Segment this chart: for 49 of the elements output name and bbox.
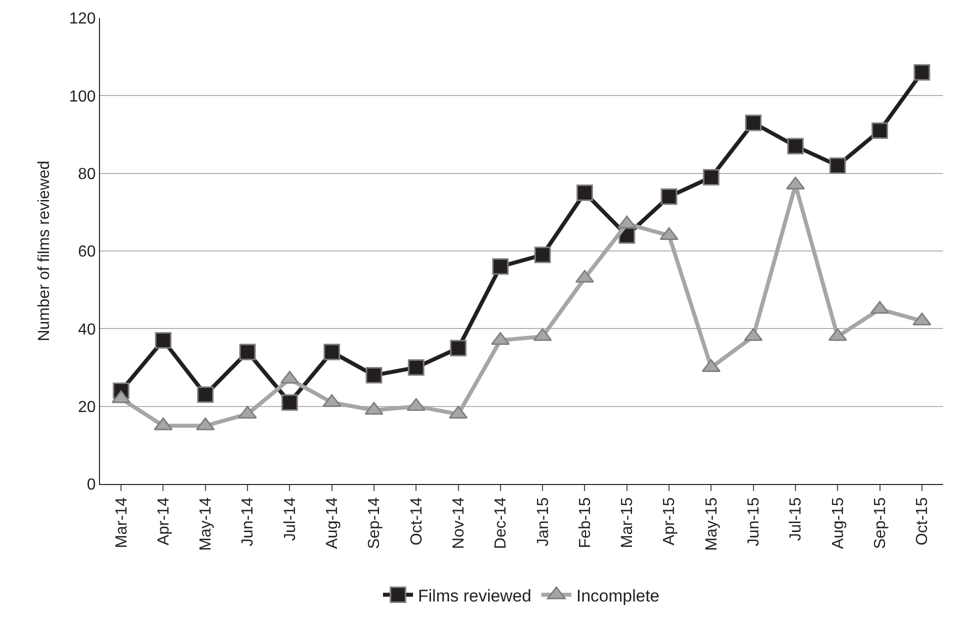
x-tick-label: Sep-14 [366,497,384,549]
y-tick-label: 40 [78,321,96,338]
point [702,168,720,186]
x-tick-label: Jan-15 [534,497,552,546]
y-tick-label: 120 [69,10,96,28]
x-tick-label: Jul-14 [282,497,299,541]
point [492,258,509,275]
point [450,340,467,356]
x-tick-label: Jun-14 [240,497,257,546]
legend-label: Incomplete [576,586,660,606]
point [829,157,846,174]
x-tick-label: May-14 [198,497,215,551]
x-tick-label: Oct-15 [914,497,932,546]
x-tick-label: Aug-15 [830,497,847,549]
point [534,246,551,264]
point [745,114,762,132]
x-tick-label: Nov-14 [450,497,468,549]
x-tick-label: Feb-15 [576,497,594,548]
x-tick-label: Sep-15 [872,497,889,549]
point [787,138,804,154]
x-tick-label: Apr-15 [661,497,678,546]
point [660,188,678,205]
point [364,402,384,415]
point [914,64,930,81]
point [872,122,888,139]
point [324,344,340,360]
y-tick-label: 100 [69,88,96,106]
x-tick-label: Apr-14 [155,497,172,546]
x-tick-label: Aug-14 [324,497,342,549]
y-tick-label: 0 [86,476,96,494]
point [112,390,130,404]
point [408,359,424,376]
point [197,386,214,403]
x-tick-label: Mar-14 [113,497,130,548]
x-tick-label: Dec-14 [492,497,510,549]
y-tick-label: 80 [78,166,96,183]
y-axis-title: Number of films reviewed [36,160,53,342]
x-tick-label: Oct-14 [408,497,426,546]
point [576,184,593,201]
x-tick-label: Jul-15 [788,497,805,541]
point [239,344,256,360]
y-tick-label: 20 [78,398,96,416]
legend-label: Films reviewed [418,586,532,606]
x-tick-label: Jun-15 [746,497,763,546]
point [238,406,257,419]
y-tick-label: 60 [78,244,96,261]
point [154,332,172,349]
x-tick-label: May-15 [703,497,720,551]
x-tick-label: Mar-15 [619,497,636,548]
